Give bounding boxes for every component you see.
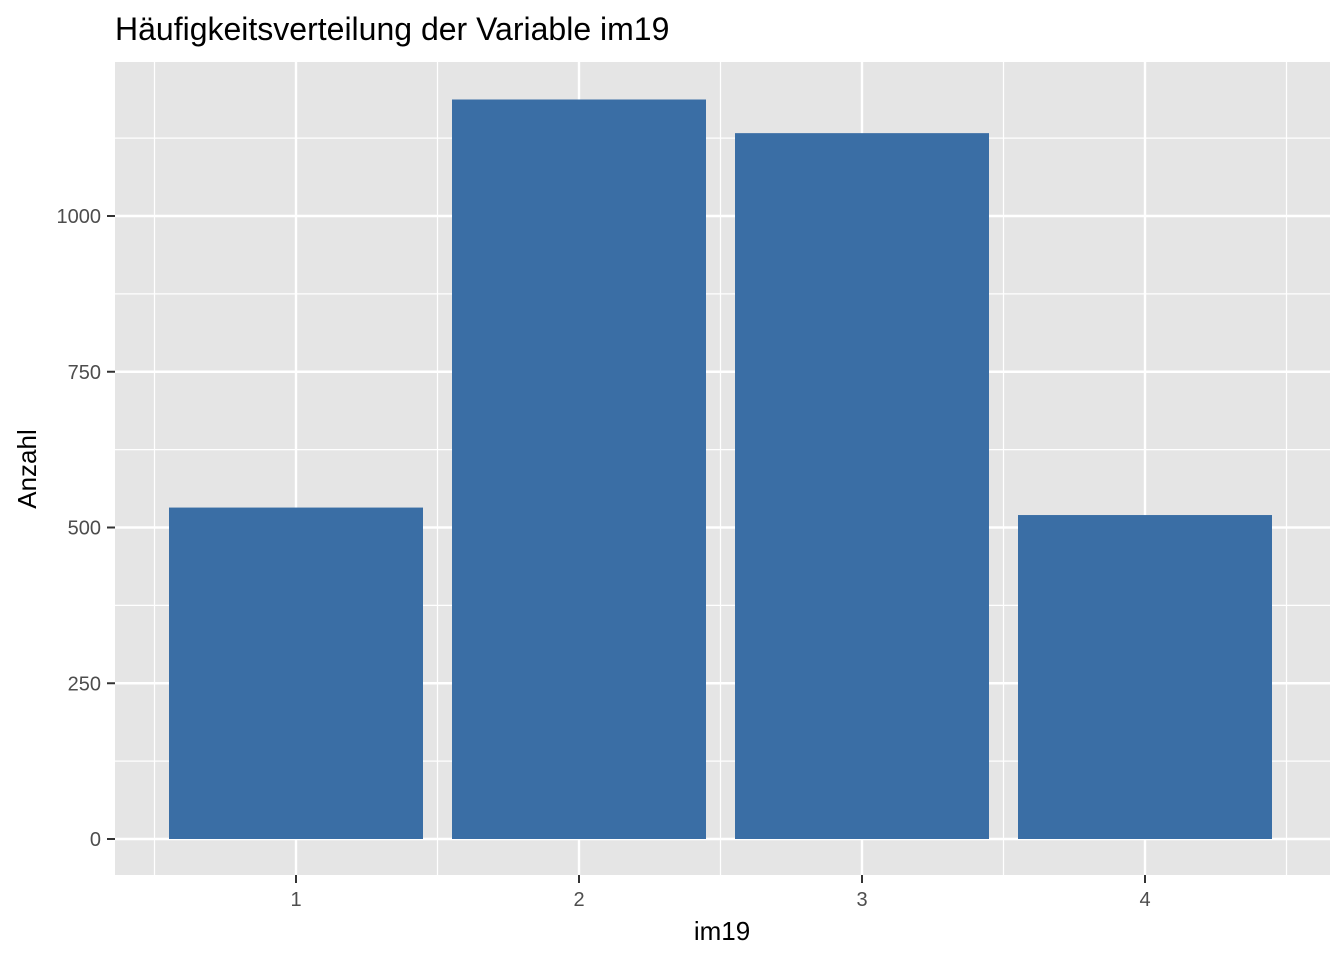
bars <box>169 99 1272 840</box>
y-tick-label: 750 <box>68 362 101 384</box>
chart-title: Häufigkeitsverteilung der Variable im19 <box>115 11 669 47</box>
x-tick-label: 2 <box>573 889 584 911</box>
y-tick-label: 500 <box>68 518 101 540</box>
bar-1 <box>169 507 423 839</box>
y-tick-label: 1000 <box>57 206 102 228</box>
y-tick-label: 250 <box>68 673 101 695</box>
bar-3 <box>735 133 989 840</box>
x-tick-label: 4 <box>1139 889 1150 911</box>
x-tick-label: 3 <box>856 889 867 911</box>
x-tick-label: 1 <box>290 889 301 911</box>
bar-4 <box>1018 515 1272 839</box>
y-axis-title: Anzahl <box>12 429 42 509</box>
y-tick-label: 0 <box>90 829 101 851</box>
bar-2 <box>452 99 706 839</box>
axes: 0 250 500 750 1000 1 2 3 4 <box>57 206 1151 911</box>
x-axis-title: im19 <box>694 916 750 946</box>
